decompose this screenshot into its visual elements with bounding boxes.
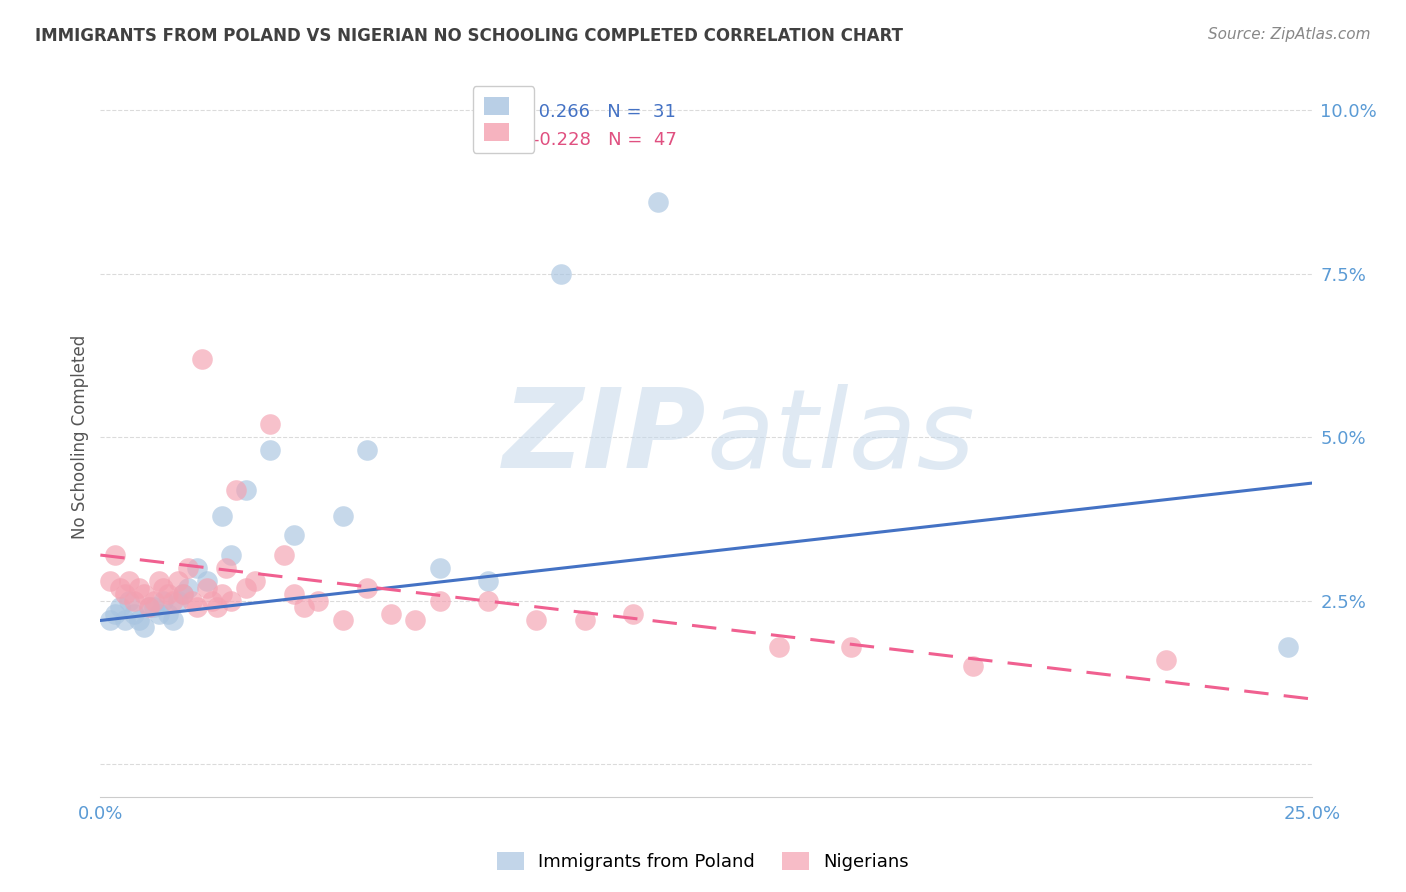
Text: IMMIGRANTS FROM POLAND VS NIGERIAN NO SCHOOLING COMPLETED CORRELATION CHART: IMMIGRANTS FROM POLAND VS NIGERIAN NO SC…	[35, 27, 903, 45]
Legend: , : ,	[472, 87, 534, 153]
Point	[157, 587, 180, 601]
Point	[114, 614, 136, 628]
Point	[404, 614, 426, 628]
Point	[114, 587, 136, 601]
Point	[526, 614, 548, 628]
Text: atlas: atlas	[706, 384, 974, 491]
Point	[235, 483, 257, 497]
Point	[962, 659, 984, 673]
Point	[225, 483, 247, 497]
Point	[142, 594, 165, 608]
Point	[211, 508, 233, 523]
Point	[1277, 640, 1299, 654]
Point	[118, 594, 141, 608]
Point	[176, 581, 198, 595]
Point	[172, 587, 194, 601]
Point	[356, 443, 378, 458]
Point	[104, 607, 127, 621]
Point	[108, 600, 131, 615]
Point	[235, 581, 257, 595]
Point	[162, 614, 184, 628]
Text: Source: ZipAtlas.com: Source: ZipAtlas.com	[1208, 27, 1371, 42]
Point	[195, 581, 218, 595]
Point	[273, 548, 295, 562]
Point	[186, 561, 208, 575]
Point	[138, 600, 160, 615]
Point	[162, 594, 184, 608]
Point	[118, 574, 141, 589]
Point	[356, 581, 378, 595]
Point	[211, 587, 233, 601]
Point	[98, 614, 121, 628]
Point	[186, 600, 208, 615]
Point	[429, 594, 451, 608]
Point	[124, 607, 146, 621]
Point	[167, 594, 190, 608]
Point	[98, 574, 121, 589]
Point	[283, 587, 305, 601]
Point	[176, 561, 198, 575]
Point	[245, 574, 267, 589]
Text: R = -0.228   N =  47: R = -0.228 N = 47	[494, 131, 676, 150]
Point	[292, 600, 315, 615]
Text: ZIP: ZIP	[502, 384, 706, 491]
Point	[380, 607, 402, 621]
Point	[148, 607, 170, 621]
Point	[152, 581, 174, 595]
Point	[623, 607, 645, 621]
Point	[132, 587, 155, 601]
Point	[477, 574, 499, 589]
Point	[283, 528, 305, 542]
Point	[157, 607, 180, 621]
Point	[148, 574, 170, 589]
Point	[307, 594, 329, 608]
Point	[128, 614, 150, 628]
Point	[219, 548, 242, 562]
Point	[128, 581, 150, 595]
Point	[138, 600, 160, 615]
Point	[1156, 653, 1178, 667]
Point	[550, 267, 572, 281]
Point	[219, 594, 242, 608]
Point	[841, 640, 863, 654]
Point	[768, 640, 790, 654]
Point	[172, 587, 194, 601]
Point	[108, 581, 131, 595]
Point	[195, 574, 218, 589]
Text: R =  0.266   N =  31: R = 0.266 N = 31	[494, 103, 676, 120]
Point	[259, 417, 281, 432]
Point	[647, 194, 669, 209]
Point	[205, 600, 228, 615]
Point	[259, 443, 281, 458]
Point	[142, 600, 165, 615]
Point	[332, 508, 354, 523]
Point	[181, 594, 204, 608]
Point	[104, 548, 127, 562]
Point	[429, 561, 451, 575]
Point	[132, 620, 155, 634]
Point	[124, 594, 146, 608]
Point	[201, 594, 224, 608]
Point	[332, 614, 354, 628]
Legend: Immigrants from Poland, Nigerians: Immigrants from Poland, Nigerians	[489, 846, 917, 879]
Point	[191, 351, 214, 366]
Point	[574, 614, 596, 628]
Point	[167, 574, 190, 589]
Point	[215, 561, 238, 575]
Y-axis label: No Schooling Completed: No Schooling Completed	[72, 335, 89, 540]
Point	[152, 594, 174, 608]
Point	[477, 594, 499, 608]
